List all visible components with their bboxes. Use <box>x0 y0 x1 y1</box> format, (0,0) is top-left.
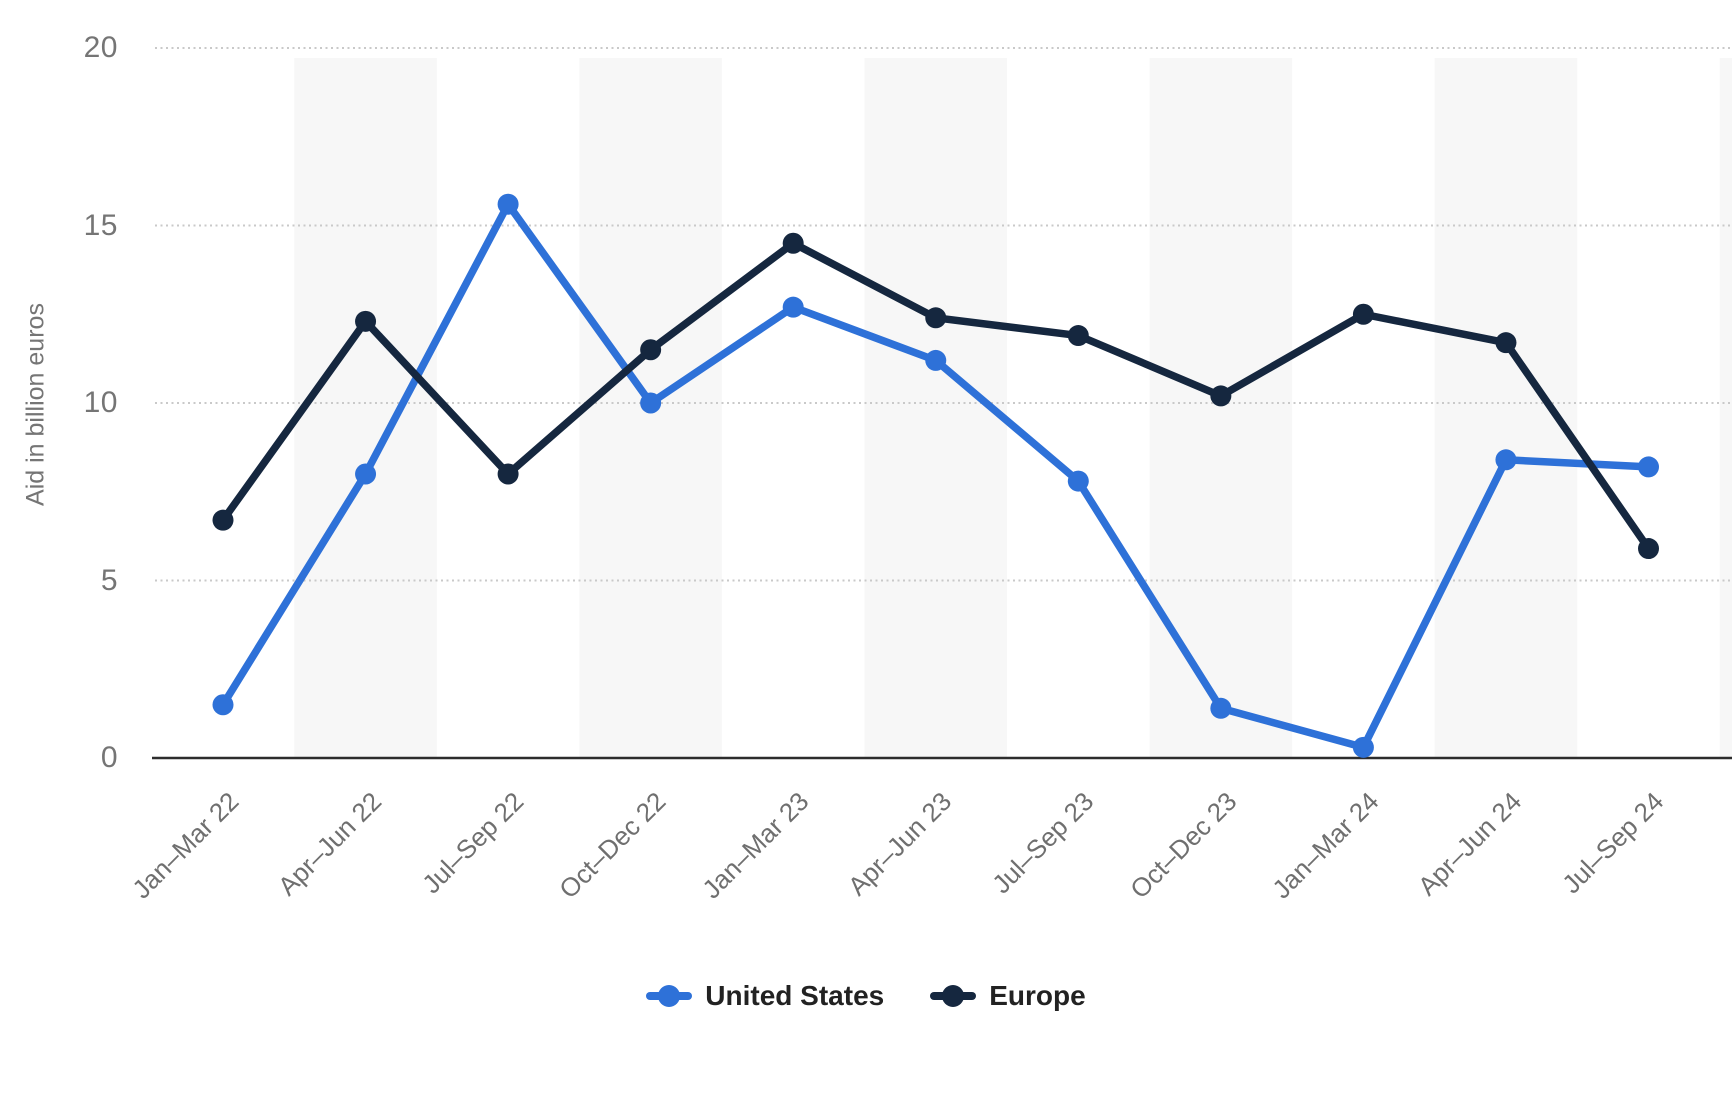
point-s1-c5[interactable] <box>925 307 947 329</box>
legend-item-europe[interactable]: Europe <box>930 980 1086 1012</box>
plot-band <box>1719 58 1732 758</box>
point-s0-c9[interactable] <box>1495 449 1517 471</box>
point-s1-c10[interactable] <box>1638 538 1659 560</box>
line-marker-icon <box>646 981 693 1011</box>
y-tick-label-5: 5 <box>100 563 118 597</box>
point-s1-c1[interactable] <box>355 310 377 332</box>
point-s1-c3[interactable] <box>640 339 662 361</box>
point-s0-c3[interactable] <box>640 392 662 414</box>
point-s0-c1[interactable] <box>355 463 377 485</box>
legend-label: Europe <box>989 980 1086 1011</box>
legend-dot-1 <box>942 985 965 1007</box>
point-s1-c4[interactable] <box>782 232 804 254</box>
plot-band <box>864 58 1008 758</box>
point-s0-c10[interactable] <box>1638 456 1659 478</box>
point-s0-c2[interactable] <box>497 193 519 215</box>
point-s0-c0[interactable] <box>212 694 234 716</box>
point-s1-c0[interactable] <box>212 509 234 531</box>
plot-band <box>1434 58 1578 758</box>
legend: United States Europe <box>0 980 1732 1012</box>
point-s1-c7[interactable] <box>1210 385 1232 407</box>
plot-area <box>152 47 1732 760</box>
point-s1-c9[interactable] <box>1495 332 1517 354</box>
point-s0-c5[interactable] <box>925 349 947 371</box>
point-s0-c6[interactable] <box>1067 470 1089 492</box>
point-s1-c8[interactable] <box>1352 303 1374 325</box>
point-s0-c8[interactable] <box>1352 736 1374 758</box>
y-tick-label-20: 20 <box>83 31 118 64</box>
legend-item-united-states[interactable]: United States <box>646 980 884 1012</box>
point-s1-c6[interactable] <box>1067 325 1089 347</box>
legend-label: United States <box>705 980 885 1011</box>
legend-dot-0 <box>658 985 681 1007</box>
line-marker-icon <box>930 981 977 1011</box>
y-tick-label-15: 15 <box>83 208 118 242</box>
y-tick-label-10: 10 <box>83 386 118 419</box>
plot-band <box>294 58 437 758</box>
plot-band <box>1149 58 1293 758</box>
point-s1-c2[interactable] <box>497 463 519 485</box>
point-s0-c4[interactable] <box>782 296 804 318</box>
y-tick-label-0: 0 <box>100 741 118 774</box>
point-s0-c7[interactable] <box>1210 697 1232 719</box>
